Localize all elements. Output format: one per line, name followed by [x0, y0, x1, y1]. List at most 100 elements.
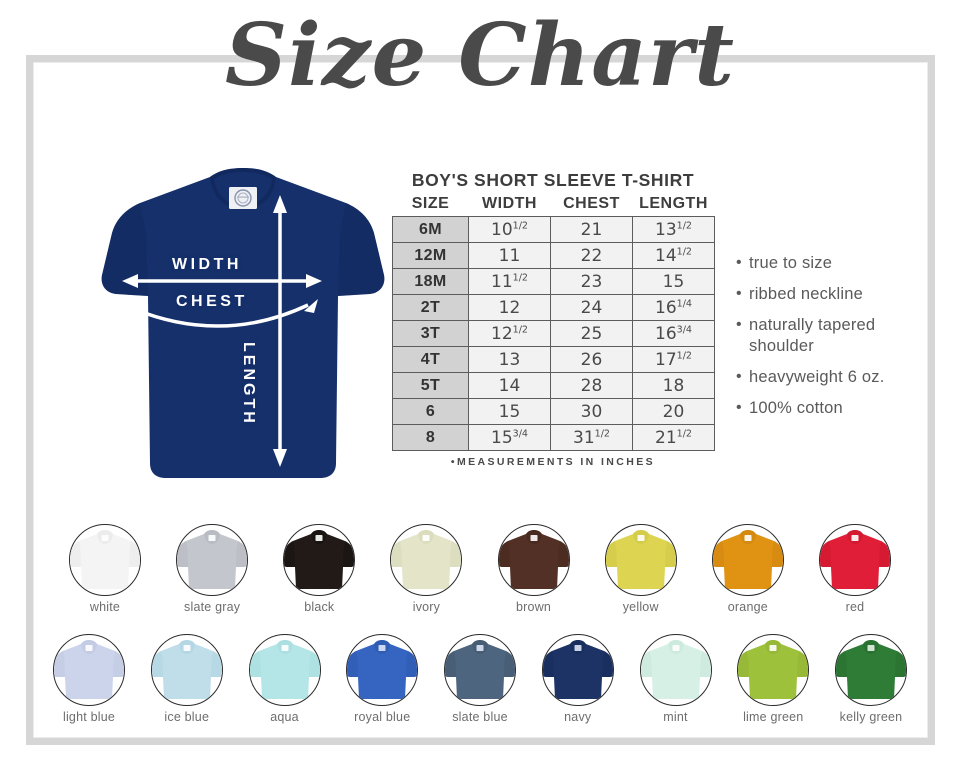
cell-size: 6M: [392, 216, 469, 243]
color-swatch-ivory[interactable]: ivory: [383, 524, 469, 614]
swatch-tshirt-icon: [53, 634, 125, 706]
cell-length: 20: [632, 398, 715, 425]
color-swatch-brown[interactable]: brown: [491, 524, 577, 614]
color-swatch-red[interactable]: red: [812, 524, 898, 614]
swatch-tshirt-icon: [639, 634, 712, 706]
swatch-label: light blue: [62, 710, 116, 724]
table-row: 3T 121/2 25 163/4: [392, 320, 715, 347]
column-header-size: SIZE: [411, 195, 450, 212]
cell-chest: 22: [550, 242, 633, 269]
neck-tag-icon: [229, 187, 257, 209]
feature-item: heavyweight 6 oz.: [736, 366, 916, 389]
cell-size: 4T: [392, 346, 469, 373]
size-table: SIZE WIDTH CHEST LENGTH 6M 101/2 21 131/2 12…: [392, 195, 715, 451]
swatch-tshirt-icon: [346, 634, 419, 706]
color-swatch-orange[interactable]: orange: [705, 524, 791, 614]
cell-width: 11: [468, 242, 551, 269]
cell-width: 15: [468, 398, 551, 425]
table-row: 8 153/4 311/2 211/2: [392, 424, 715, 451]
swatch-tshirt-icon: [711, 524, 784, 596]
swatch-label: ivory: [412, 600, 441, 614]
swatch-tshirt-icon: [69, 524, 141, 596]
cell-length: 131/2: [632, 216, 715, 243]
swatch-tshirt-icon: [835, 634, 907, 706]
frame-inner-line: [33, 62, 928, 738]
page-title: Size Chart: [224, 5, 735, 106]
swatch-tshirt-icon: [444, 634, 516, 706]
swatch-label: kelly green: [839, 710, 903, 724]
product-features-list: true to size ribbed neckline naturally tap…: [736, 252, 916, 429]
chest-dimension-label: CHEST: [176, 293, 248, 310]
swatch-label: yellow: [622, 600, 659, 614]
swatch-label: aqua: [270, 710, 299, 724]
fraction-superscript: 1/2: [512, 219, 528, 231]
fraction-superscript: 1/2: [676, 219, 692, 231]
swatch-label: orange: [727, 600, 768, 614]
swatch-tshirt-icon: [176, 524, 249, 596]
cell-size: 5T: [392, 372, 469, 399]
swatch-tshirt-icon: [818, 524, 891, 596]
table-row: 6M 101/2 21 131/2: [392, 216, 715, 243]
swatch-label: navy: [564, 710, 592, 724]
swatch-label: ice blue: [164, 710, 210, 724]
color-swatch-slate-blue[interactable]: slate blue: [437, 634, 523, 724]
cell-width: 121/2: [468, 320, 551, 347]
cell-length: 15: [632, 268, 715, 295]
swatch-label: mint: [663, 710, 688, 724]
color-swatch-yellow[interactable]: yellow: [598, 524, 684, 614]
color-swatch-kelly-green[interactable]: kelly green: [828, 634, 914, 724]
fraction-superscript: 1/2: [594, 427, 610, 439]
swatch-label: red: [845, 600, 865, 614]
color-swatch-royal-blue[interactable]: royal blue: [339, 634, 425, 724]
table-row: 6 15 30 20: [392, 398, 715, 425]
swatch-tshirt-icon: [390, 524, 463, 596]
column-header-chest: CHEST: [563, 195, 620, 212]
fraction-superscript: 1/4: [676, 297, 692, 309]
table-row: 2T 12 24 161/4: [392, 294, 715, 321]
color-swatch-lime-green[interactable]: lime green: [730, 634, 816, 724]
cell-length: 161/4: [632, 294, 715, 321]
table-row: 12M 11 22 141/2: [392, 242, 715, 269]
fraction-superscript: 3/4: [512, 427, 528, 439]
fraction-superscript: 1/2: [676, 349, 692, 361]
swatch-label: white: [89, 600, 121, 614]
feature-item: 100% cotton: [736, 397, 916, 420]
fraction-superscript: 1/2: [512, 271, 528, 283]
cell-size: 6: [392, 398, 469, 425]
cell-size: 3T: [392, 320, 469, 347]
color-swatch-ice-blue[interactable]: ice blue: [144, 634, 230, 724]
size-table-title: BOY'S SHORT SLEEVE T-SHIRT: [411, 170, 695, 190]
fraction-superscript: 3/4: [676, 323, 692, 335]
color-swatch-slate-gray[interactable]: slate gray: [169, 524, 255, 614]
swatch-label: slate gray: [184, 600, 241, 614]
fraction-superscript: 1/2: [512, 323, 528, 335]
color-swatch-black[interactable]: black: [276, 524, 362, 614]
table-row: 5T 14 28 18: [392, 372, 715, 399]
color-swatch-mint[interactable]: mint: [633, 634, 719, 724]
color-swatch-row-2: light blue ice blue aqua royal blue slate bl…: [46, 634, 914, 724]
column-header-width: WIDTH: [482, 195, 537, 212]
color-swatch-white[interactable]: white: [62, 524, 148, 614]
color-swatch-aqua[interactable]: aqua: [242, 634, 328, 724]
size-table-header-row: SIZE WIDTH CHEST LENGTH: [393, 195, 715, 217]
swatch-tshirt-icon: [737, 634, 810, 706]
cell-length: 171/2: [632, 346, 715, 373]
cell-size: 2T: [392, 294, 469, 321]
cell-chest: 24: [550, 294, 633, 321]
cell-width: 101/2: [468, 216, 551, 243]
color-swatch-navy[interactable]: navy: [535, 634, 621, 724]
swatch-tshirt-icon: [604, 524, 677, 596]
cell-length: 163/4: [632, 320, 715, 347]
cell-size: 12M: [392, 242, 469, 269]
length-dimension-label: LENGTH: [240, 342, 257, 426]
swatch-tshirt-icon: [283, 524, 356, 596]
cell-chest: 28: [550, 372, 633, 399]
cell-length: 211/2: [632, 424, 715, 451]
swatch-label: brown: [516, 600, 552, 614]
cell-width: 14: [468, 372, 551, 399]
size-table-body: 6M 101/2 21 131/2 12M 11 22 141/2 18M 111/2 23 15 2T…: [392, 216, 715, 451]
cell-chest: 30: [550, 398, 633, 425]
color-swatch-light-blue[interactable]: light blue: [46, 634, 132, 724]
cell-width: 153/4: [468, 424, 551, 451]
size-table-block: BOY'S SHORT SLEEVE T-SHIRT SIZE WIDTH CH…: [392, 170, 715, 468]
